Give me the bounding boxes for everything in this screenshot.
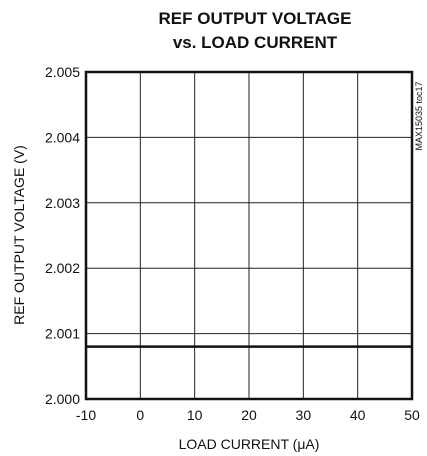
x-tick-label: 0 — [136, 407, 144, 423]
x-tick-label: 10 — [187, 407, 203, 423]
x-tick-label: -10 — [76, 407, 96, 423]
y-tick-label: 2.000 — [45, 391, 80, 407]
y-tick-label: 2.003 — [45, 195, 80, 211]
figure-id-annotation: MAX15035 toc17 — [414, 81, 424, 150]
y-tick-label: 2.005 — [45, 64, 80, 80]
x-tick-label: 50 — [404, 407, 420, 423]
y-tick-label: 2.001 — [45, 326, 80, 342]
y-tick-labels: 2.000 2.001 2.002 2.003 2.004 2.005 — [45, 64, 80, 407]
x-tick-label: 30 — [296, 407, 312, 423]
plot-frame — [84, 70, 414, 401]
x-tick-labels: -10 0 10 20 30 40 50 — [76, 407, 420, 423]
y-axis-label: REF OUTPUT VOLTAGE (V) — [11, 145, 27, 325]
chart-title-line-2: vs. LOAD CURRENT — [173, 33, 338, 52]
chart-title-line-1: REF OUTPUT VOLTAGE — [159, 9, 352, 28]
grid-lines — [86, 72, 412, 399]
x-tick-label: 40 — [350, 407, 366, 423]
x-tick-label: 20 — [241, 407, 257, 423]
x-axis-label: LOAD CURRENT (μA) — [179, 436, 320, 452]
y-tick-label: 2.004 — [45, 129, 80, 145]
y-tick-label: 2.002 — [45, 260, 80, 276]
